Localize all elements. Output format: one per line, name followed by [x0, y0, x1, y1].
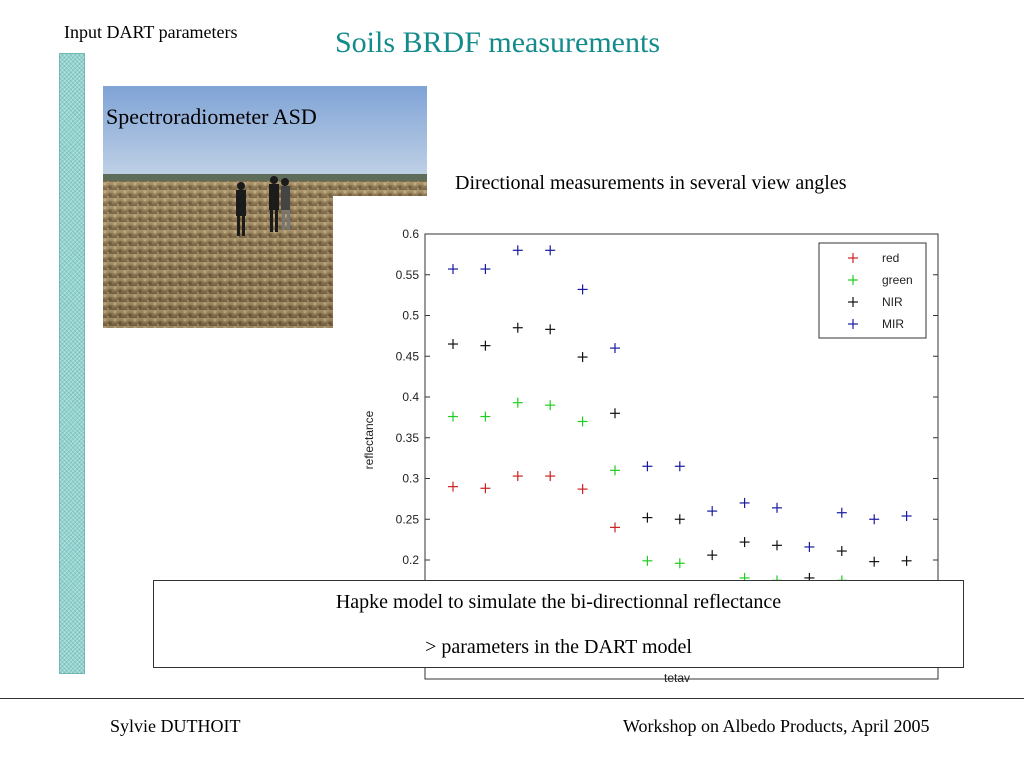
- people: [236, 176, 290, 236]
- data-point-red: [610, 522, 620, 533]
- data-point-green: [545, 400, 556, 411]
- data-point-NIR: [869, 556, 880, 567]
- y-axis: 0.2 0.25 0.3 0.35 0.4 0.45 0.5 0.55 0.6: [396, 227, 938, 567]
- x-axis-label: tetav: [664, 671, 690, 685]
- data-point-red: [512, 471, 523, 482]
- y-tick-label: 0.2: [402, 553, 419, 567]
- y-tick-label: 0.35: [396, 431, 420, 445]
- decorative-side-bar: [59, 53, 85, 674]
- model-text-line2: > parameters in the DART model: [425, 636, 692, 658]
- y-axis-label: reflectance: [362, 410, 376, 469]
- data-point-NIR: [545, 324, 556, 335]
- data-point-MIR: [772, 502, 782, 513]
- data-point-NIR: [836, 546, 847, 557]
- legend-item-NIR: NIR: [848, 295, 903, 309]
- data-point-MIR: [739, 497, 750, 508]
- data-point-red: [577, 484, 588, 495]
- data-point-NIR: [901, 555, 912, 566]
- data-point-red: [480, 483, 491, 494]
- data-point-MIR: [512, 245, 523, 256]
- data-point-MIR: [610, 343, 620, 354]
- section-label: Input DART parameters: [64, 22, 238, 42]
- data-point-MIR: [869, 514, 880, 525]
- footer-author: Sylvie DUTHOIT: [110, 716, 241, 736]
- data-point-MIR: [642, 461, 653, 472]
- data-point-NIR: [674, 514, 685, 525]
- y-tick-label: 0.45: [396, 349, 420, 363]
- data-point-NIR: [707, 550, 718, 561]
- data-point-NIR: [577, 352, 588, 363]
- data-point-green: [480, 411, 491, 422]
- legend-label: red: [882, 251, 899, 265]
- data-point-red: [448, 481, 458, 492]
- data-point-green: [512, 397, 523, 408]
- legend-item-red: red: [848, 251, 899, 265]
- model-text-line1: Hapke model to simulate the bi-direction…: [335, 591, 782, 613]
- y-tick-label: 0.6: [402, 227, 419, 241]
- data-point-NIR: [512, 322, 523, 333]
- data-point-MIR: [448, 264, 458, 275]
- data-point-MIR: [804, 541, 815, 552]
- data-point-NIR: [448, 339, 458, 350]
- data-point-green: [448, 411, 458, 422]
- y-tick-label: 0.55: [396, 268, 420, 282]
- data-point-NIR: [642, 512, 653, 523]
- footer-event: Workshop on Albedo Products, April 2005: [623, 716, 930, 736]
- data-point-MIR: [901, 510, 912, 521]
- data-point-MIR: [836, 507, 847, 518]
- data-point-NIR: [610, 408, 620, 419]
- data-point-NIR: [772, 540, 782, 551]
- data-point-green: [610, 465, 620, 476]
- legend: red green NIR MIR: [818, 242, 927, 339]
- data-point-MIR: [545, 245, 556, 256]
- data-point-green: [642, 555, 653, 566]
- data-point-MIR: [707, 506, 718, 517]
- data-point-NIR: [480, 340, 491, 351]
- y-tick-label: 0.5: [402, 309, 419, 323]
- y-tick-label: 0.3: [402, 472, 419, 486]
- data-series: [448, 245, 912, 586]
- data-point-MIR: [577, 284, 588, 295]
- y-tick-label: 0.25: [396, 512, 420, 526]
- field-photo: [103, 86, 427, 328]
- slide-title: Soils BRDF measurements: [335, 26, 661, 59]
- data-point-green: [577, 416, 588, 427]
- footer-divider: [0, 698, 1024, 699]
- data-point-MIR: [480, 264, 491, 275]
- legend-label: MIR: [882, 317, 904, 331]
- data-point-NIR: [739, 537, 750, 548]
- data-point-green: [674, 558, 685, 569]
- photo-caption: Spectroradiometer ASD: [106, 104, 317, 129]
- hapke-model-box: Hapke model to simulate the bi-direction…: [153, 580, 964, 668]
- legend-label: green: [882, 273, 913, 287]
- legend-box: [818, 242, 927, 339]
- legend-label: NIR: [882, 295, 903, 309]
- directional-measurements-text: Directional measurements in several view…: [455, 172, 847, 194]
- legend-item-green: green: [848, 273, 913, 287]
- y-tick-label: 0.4: [402, 390, 419, 404]
- data-point-MIR: [674, 461, 685, 472]
- legend-item-MIR: MIR: [848, 317, 904, 331]
- data-point-red: [545, 471, 556, 482]
